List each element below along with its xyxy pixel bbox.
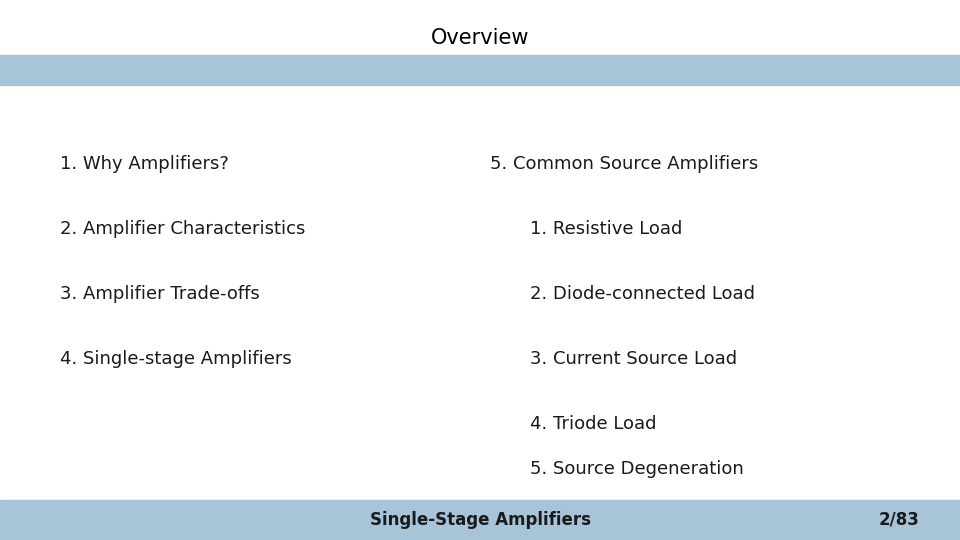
Text: Overview: Overview bbox=[431, 28, 529, 48]
Text: 5. Source Degeneration: 5. Source Degeneration bbox=[530, 460, 744, 478]
Text: 2. Diode-connected Load: 2. Diode-connected Load bbox=[530, 285, 755, 303]
Text: 1. Why Amplifiers?: 1. Why Amplifiers? bbox=[60, 155, 228, 173]
Text: 3. Current Source Load: 3. Current Source Load bbox=[530, 350, 737, 368]
Text: 2/83: 2/83 bbox=[879, 511, 920, 529]
Text: 2. Amplifier Characteristics: 2. Amplifier Characteristics bbox=[60, 220, 305, 238]
Text: 4. Triode Load: 4. Triode Load bbox=[530, 415, 657, 433]
Bar bbox=[0, 55, 960, 85]
Text: 4. Single-stage Amplifiers: 4. Single-stage Amplifiers bbox=[60, 350, 292, 368]
Text: 1. Resistive Load: 1. Resistive Load bbox=[530, 220, 683, 238]
Text: Single-Stage Amplifiers: Single-Stage Amplifiers bbox=[370, 511, 590, 529]
Bar bbox=[0, 500, 960, 540]
Text: 3. Amplifier Trade-offs: 3. Amplifier Trade-offs bbox=[60, 285, 260, 303]
Text: 5. Common Source Amplifiers: 5. Common Source Amplifiers bbox=[490, 155, 758, 173]
